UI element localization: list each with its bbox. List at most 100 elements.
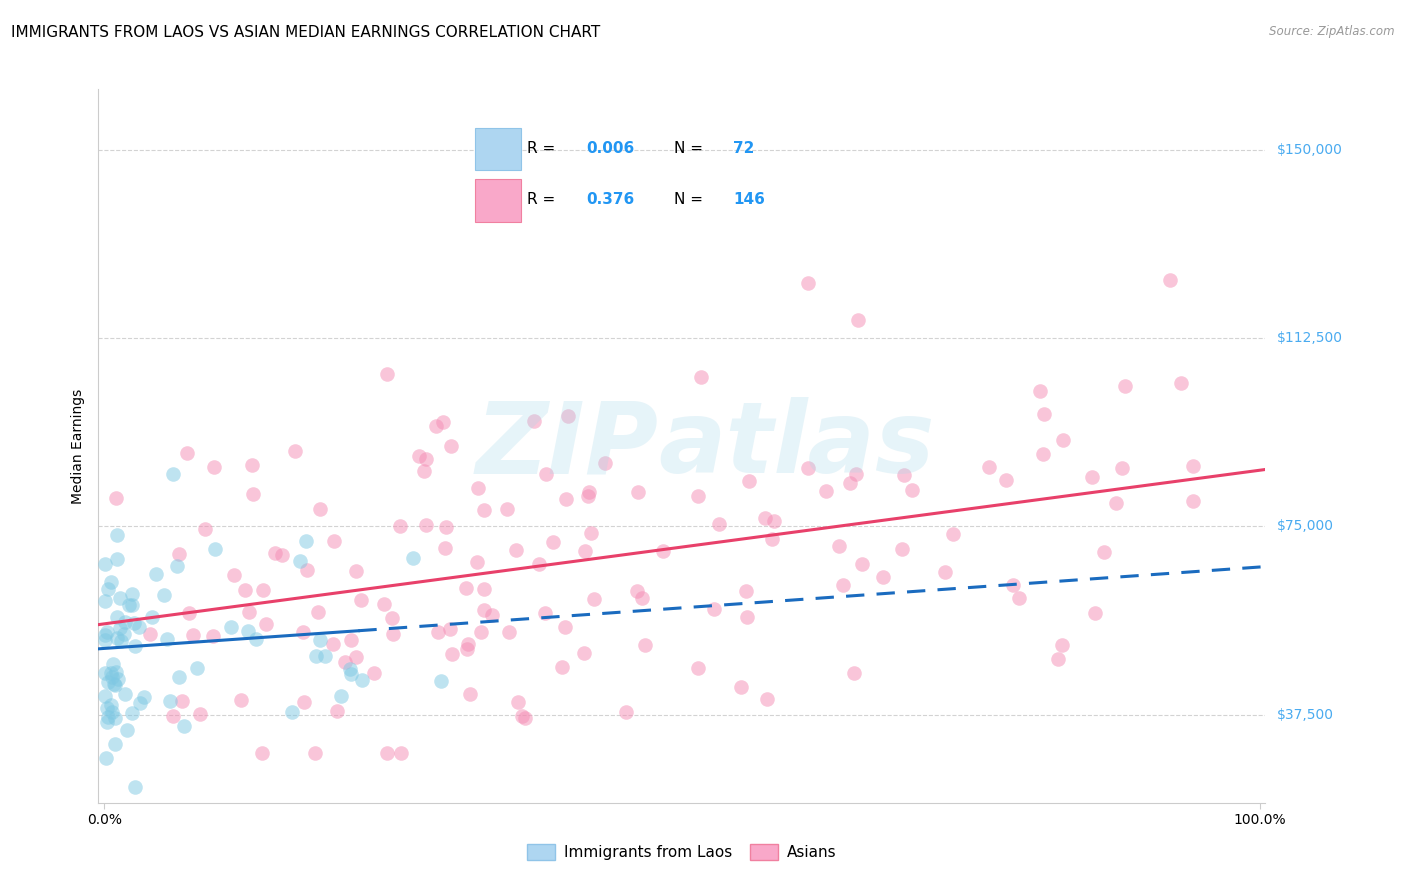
Legend: Immigrants from Laos, Asians: Immigrants from Laos, Asians [522,838,842,866]
Point [828,539,851,553]
Point [690,369,713,384]
Point [104,491,127,506]
Point [1105,495,1128,509]
Point [333,655,356,669]
Point [375,367,398,381]
Point [627,485,650,500]
Point [350,593,373,607]
Point [295,533,318,548]
Point [534,607,557,621]
Point [105,632,128,646]
Point [124,780,146,794]
Point [979,460,1001,475]
Text: $150,000: $150,000 [1277,143,1343,156]
Point [176,446,198,460]
Point [242,486,264,500]
Point [104,711,127,725]
Point [307,606,329,620]
Point [104,665,127,679]
Point [557,409,579,423]
Point [576,490,599,504]
Point [219,620,242,634]
Point [510,709,533,723]
Point [339,633,361,648]
Point [1081,470,1104,484]
Point [430,674,453,689]
Point [1159,273,1181,287]
Point [179,606,201,620]
Point [128,620,150,634]
Point [107,528,129,542]
Point [141,610,163,624]
Text: Source: ZipAtlas.com: Source: ZipAtlas.com [1270,25,1395,38]
Point [439,622,461,636]
Point [121,706,143,720]
Point [1111,460,1133,475]
Point [498,624,520,639]
Point [472,503,495,517]
Point [94,689,117,703]
Point [162,709,184,723]
Point [703,602,725,616]
Point [458,687,481,701]
Point [129,696,152,710]
Point [229,692,252,706]
Point [754,511,776,525]
Point [513,711,536,725]
Point [626,583,648,598]
Point [121,587,143,601]
Point [470,625,492,640]
Point [735,610,758,624]
Point [901,483,924,497]
Point [755,692,778,706]
Point [344,564,367,578]
Point [441,648,464,662]
Point [1092,544,1115,558]
Point [101,670,124,684]
Point [202,629,225,643]
Point [304,746,326,760]
Point [730,680,752,694]
Y-axis label: Median Earnings: Median Earnings [72,388,86,504]
Point [238,624,260,638]
Point [124,640,146,654]
Point [292,695,315,709]
Point [434,519,457,533]
Point [97,710,120,724]
Point [467,555,489,569]
Point [166,559,188,574]
Point [96,701,118,715]
Point [194,522,217,536]
Point [380,611,402,625]
Point [381,627,404,641]
Point [322,637,344,651]
Point [851,558,873,572]
Point [815,483,838,498]
Point [352,673,374,687]
Point [94,750,117,764]
Point [238,605,260,619]
Point [401,550,423,565]
Point [94,557,117,571]
Point [495,501,517,516]
Point [94,628,117,642]
Point [994,474,1017,488]
Point [508,695,530,709]
Point [240,458,263,472]
Point [97,582,120,596]
Point [846,313,869,327]
Point [456,642,478,657]
Point [1052,638,1074,652]
Point [250,746,273,760]
Point [202,460,225,475]
Point [550,660,572,674]
Point [634,638,657,652]
Point [427,624,450,639]
Point [107,672,129,686]
Point [173,718,195,732]
Point [305,648,328,663]
Point [145,566,167,581]
Text: ZIP: ZIP [475,398,658,494]
Point [534,467,557,482]
Point [797,276,820,290]
